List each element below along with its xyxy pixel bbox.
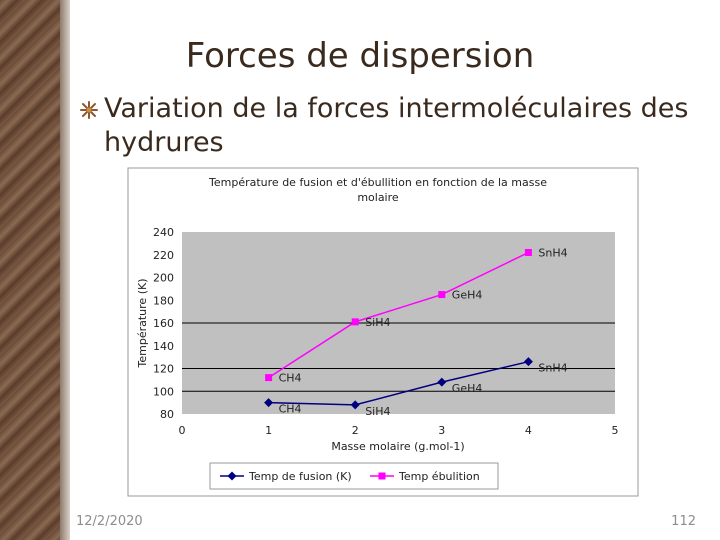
series-line bbox=[268, 251, 529, 379]
x-tick-label: 3 bbox=[438, 424, 445, 437]
y-tick-label: 160 bbox=[153, 317, 174, 330]
star-bullet-icon bbox=[80, 101, 98, 119]
x-tick-label: 5 bbox=[612, 424, 619, 437]
data-point bbox=[265, 374, 273, 382]
x-tick-label: 2 bbox=[352, 424, 359, 437]
data-point bbox=[351, 318, 359, 326]
data-label: SiH4 bbox=[365, 405, 390, 418]
y-tick-label: 100 bbox=[153, 385, 174, 398]
data-label: GeH4 bbox=[452, 289, 483, 302]
legend-entry-0: Temp de fusion (K) bbox=[220, 470, 352, 483]
side-band-edge bbox=[60, 0, 70, 540]
chart-title-line2: molaire bbox=[357, 191, 399, 204]
data-label: GeH4 bbox=[452, 382, 483, 395]
legend-label: Temp de fusion (K) bbox=[248, 470, 352, 483]
x-tick-label: 4 bbox=[525, 424, 532, 437]
x-tick-label: 0 bbox=[179, 424, 186, 437]
data-label: SnH4 bbox=[538, 246, 567, 259]
data-point bbox=[264, 398, 274, 408]
series-line bbox=[268, 360, 529, 406]
data-label: CH4 bbox=[279, 403, 302, 416]
data-point bbox=[438, 291, 446, 299]
legend-entry-1: Temp ébulition bbox=[370, 470, 480, 483]
series-1: CH4 SiH4 GeH4 SnH4 bbox=[265, 246, 568, 385]
data-point bbox=[523, 357, 533, 367]
data-label: CH4 bbox=[279, 372, 302, 385]
y-tick-label: 220 bbox=[153, 249, 174, 262]
data-point bbox=[437, 377, 447, 387]
data-point bbox=[350, 400, 360, 410]
y-tick-label: 240 bbox=[153, 226, 174, 239]
data-label: SiH4 bbox=[365, 316, 390, 329]
x-axis-label: Masse molaire (g.mol-1) bbox=[331, 440, 464, 453]
slide-date: 12/2/2020 bbox=[76, 514, 143, 529]
legend-box bbox=[209, 462, 499, 490]
data-point bbox=[378, 472, 386, 480]
data-label: SnH4 bbox=[538, 362, 567, 375]
data-point bbox=[524, 248, 532, 256]
y-tick-label: 80 bbox=[160, 408, 174, 421]
decorative-side-band bbox=[0, 0, 60, 540]
y-axis-label: Température (K) bbox=[136, 279, 149, 369]
x-tick-label: 1 bbox=[265, 424, 272, 437]
legend-label: Temp ébulition bbox=[398, 470, 480, 483]
bullet-text: Variation de la forces intermoléculaires… bbox=[104, 93, 689, 158]
y-tick-label: 140 bbox=[153, 340, 174, 353]
chart-title-line1: Température de fusion et d'ébullition en… bbox=[208, 176, 547, 189]
slide-page-number: 112 bbox=[671, 514, 696, 529]
series-0: CH4 SiH4 GeH4 SnH4 bbox=[264, 357, 568, 418]
data-point bbox=[227, 471, 237, 481]
y-tick-label: 120 bbox=[153, 363, 174, 376]
y-tick-label: 200 bbox=[153, 272, 174, 285]
y-tick-label: 180 bbox=[153, 294, 174, 307]
slide-title: Forces de dispersion bbox=[185, 36, 535, 76]
